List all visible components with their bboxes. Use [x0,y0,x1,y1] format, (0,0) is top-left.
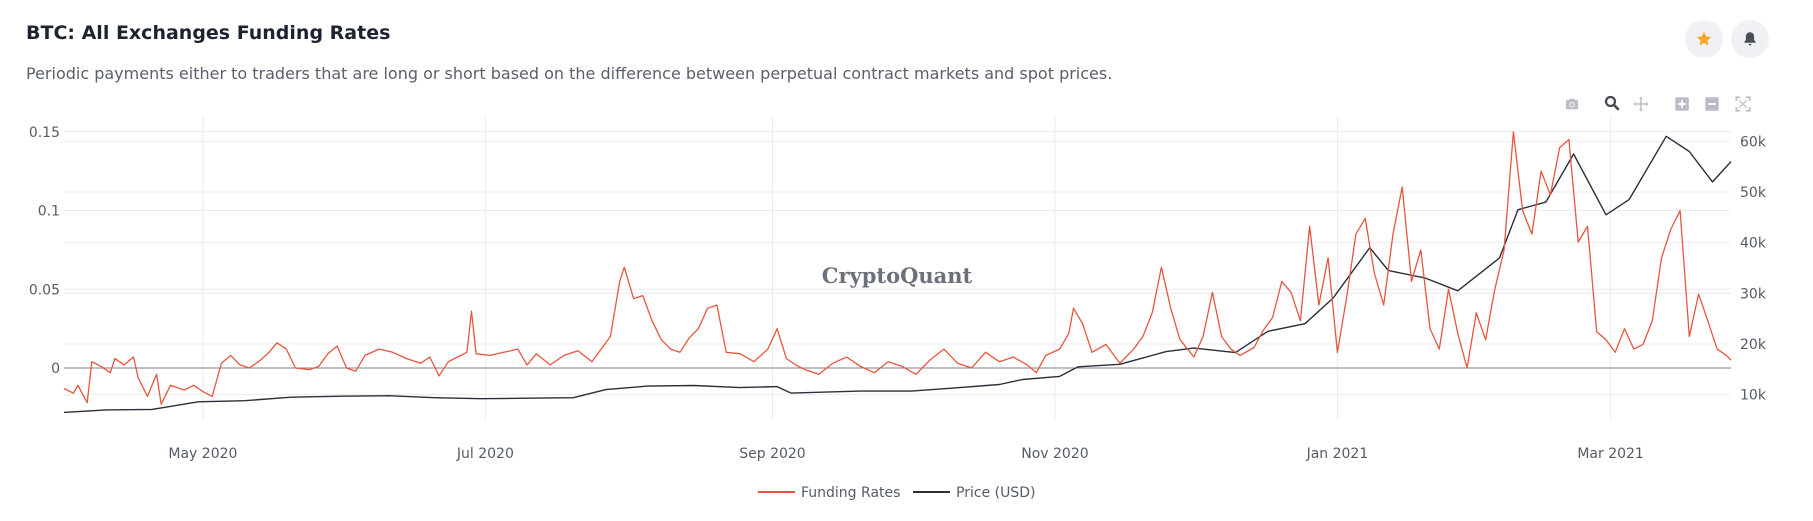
price-series [63,135,1732,414]
y-right-tick-label: 30k [1740,286,1767,302]
zoom-icon [1604,95,1620,111]
x-tick-label: Nov 2020 [1021,446,1088,462]
x-axis: May 2020 Jul 2020 Sep 2020 Nov 2020 Jan 2021… [168,446,1643,462]
y-right-tick-label: 60k [1740,134,1767,150]
zoom-out-button[interactable] [1702,94,1722,114]
x-tick-label: Sep 2020 [739,446,805,462]
legend-label-price[interactable]: Price (USD) [956,485,1035,501]
y-axis-left: 0 0.05 0.1 0.15 [29,125,60,377]
zoom-button[interactable] [1602,93,1622,113]
zoom-in-button[interactable] [1672,94,1692,114]
y-left-tick-label: 0.15 [29,125,60,141]
page-subtitle: Periodic payments either to traders that… [26,64,1113,83]
bell-icon [1744,32,1756,46]
zoom-in-icon [1675,97,1689,111]
y-right-tick-label: 40k [1740,236,1767,252]
zoom-out-icon [1705,97,1719,111]
y-right-tick-label: 20k [1740,337,1767,353]
legend[interactable]: Funding Rates Price (USD) [758,485,1035,501]
y-right-tick-label: 10k [1740,388,1767,404]
funding-series [63,131,1732,405]
camera-icon [1566,98,1578,110]
watermark: CryptoQuant [822,263,973,288]
funding-rates-line[interactable] [63,131,1732,405]
grid-lines [64,116,1731,420]
x-tick-label: Mar 2021 [1577,446,1644,462]
pan-button[interactable] [1631,94,1651,114]
x-tick-label: Jul 2020 [456,446,514,462]
y-right-tick-label: 50k [1740,185,1767,201]
y-left-tick-label: 0.05 [29,282,60,298]
autoscale-icon [1735,96,1751,112]
legend-label-funding[interactable]: Funding Rates [801,485,900,501]
favorite-button[interactable] [1685,20,1723,58]
price-line[interactable] [63,135,1732,414]
y-left-tick-label: 0.1 [38,204,60,220]
autoscale-button[interactable] [1733,94,1753,114]
pan-icon [1633,96,1649,112]
x-tick-label: May 2020 [168,446,237,462]
star-icon [1696,31,1712,46]
y-left-tick-label: 0 [51,361,60,377]
y-axis-right: 10k 20k 30k 40k 50k 60k [1740,134,1767,403]
download-plot-button[interactable] [1562,94,1582,114]
x-tick-label: Jan 2021 [1306,446,1369,462]
notification-button[interactable] [1731,20,1769,58]
page-title: BTC: All Exchanges Funding Rates [26,22,391,44]
